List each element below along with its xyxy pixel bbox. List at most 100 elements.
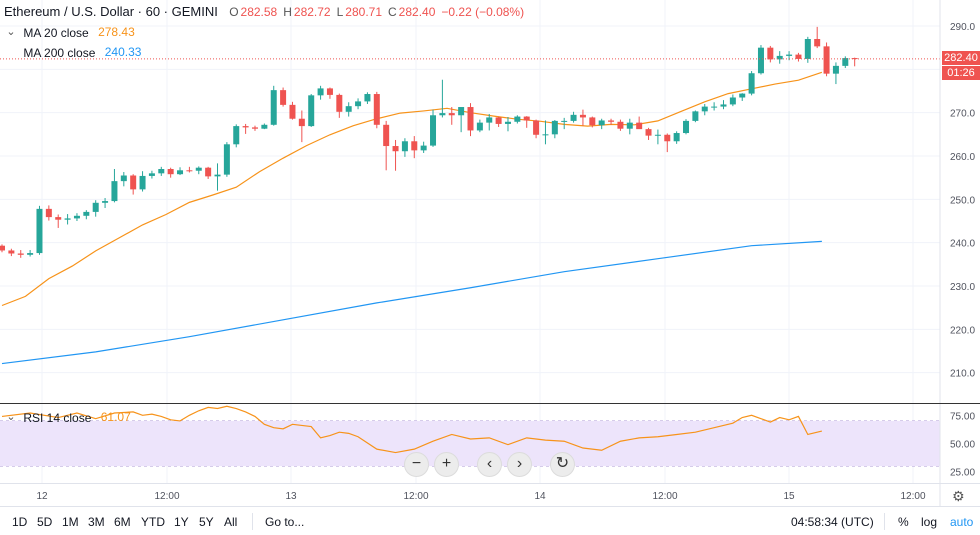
zoom-out-button[interactable]: − <box>404 452 429 477</box>
countdown-tag: 01:26 <box>942 65 980 80</box>
candle-body <box>495 117 502 124</box>
candle-body <box>514 116 521 122</box>
candle-body <box>130 175 137 190</box>
candle-body <box>392 146 399 152</box>
candle <box>205 166 212 179</box>
candle <box>289 101 296 120</box>
candle <box>55 214 62 228</box>
candle-body <box>36 208 43 254</box>
scroll-left-button[interactable]: ‹ <box>477 452 502 477</box>
ma20-label[interactable]: MA 20 close <box>23 25 89 40</box>
candle <box>692 110 699 123</box>
range-6m[interactable]: 6M <box>114 515 131 529</box>
candle <box>851 57 858 67</box>
candle <box>158 166 165 176</box>
candle-body <box>401 141 408 152</box>
ma200-value: 240.33 <box>104 45 142 59</box>
candle <box>533 119 540 139</box>
rsi-label[interactable]: RSI 14 close <box>23 410 92 425</box>
candle <box>683 119 690 135</box>
candle-body <box>364 94 371 102</box>
candle <box>767 45 774 63</box>
rsi-value: 61.07 <box>100 410 131 424</box>
ohlc-item: L 280.71 <box>337 5 384 19</box>
candle-body <box>289 104 296 119</box>
candle-body <box>8 250 15 254</box>
chevron-down-icon[interactable]: ⌄ <box>6 410 16 423</box>
candle-body <box>298 118 305 127</box>
divider <box>884 513 885 530</box>
zoom-in-button[interactable]: + <box>434 452 459 477</box>
reset-chart-button[interactable]: ↻ <box>550 452 575 477</box>
candle-body <box>195 167 202 171</box>
candle <box>130 174 137 195</box>
candle <box>729 94 736 107</box>
candle-body <box>832 65 839 74</box>
candle <box>814 26 821 49</box>
candle <box>476 119 483 133</box>
candle-body <box>251 127 258 129</box>
candle-body <box>355 101 362 107</box>
candle <box>439 79 446 118</box>
candle <box>458 107 465 133</box>
candle-body <box>636 122 643 130</box>
range-ytd[interactable]: YTD <box>141 515 165 529</box>
ma200-path <box>1 240 822 365</box>
candle <box>832 62 839 85</box>
ohlc-key: H <box>283 5 292 19</box>
candle-body <box>270 90 277 125</box>
chevron-down-icon[interactable]: ⌄ <box>6 25 16 38</box>
candle <box>242 123 249 134</box>
candle <box>570 111 577 123</box>
range-1y[interactable]: 1Y <box>174 515 189 529</box>
candle <box>467 103 474 137</box>
candle <box>579 109 586 126</box>
range-all[interactable]: All <box>224 515 238 529</box>
candle <box>551 120 558 139</box>
candle <box>298 110 305 143</box>
range-5y[interactable]: 5Y <box>199 515 214 529</box>
range-1d[interactable]: 1D <box>12 515 28 529</box>
y-tick-label: 210.0 <box>950 369 975 380</box>
symbol-row: Ethereum / U.S. Dollar · 60 · GEMINI O 28… <box>0 4 528 19</box>
candle-body <box>17 253 24 255</box>
symbol-title[interactable]: Ethereum / U.S. Dollar · 60 · GEMINI <box>4 4 218 19</box>
gear-icon[interactable]: ⚙ <box>952 488 965 504</box>
ma200-label[interactable]: MA 200 close <box>23 45 96 60</box>
candle-body <box>411 141 418 151</box>
utc-clock[interactable]: 04:58:34 (UTC) <box>791 515 874 529</box>
ma200-line <box>1 240 822 365</box>
log-toggle[interactable]: log <box>921 515 938 529</box>
candle <box>776 51 783 64</box>
range-3m[interactable]: 3M <box>88 515 105 529</box>
ohlc-value: 282.72 <box>293 5 331 19</box>
x-tick-label: 15 <box>783 491 795 502</box>
candle-body <box>55 217 62 220</box>
candle-body <box>64 218 71 220</box>
goto-button[interactable]: Go to... <box>265 515 305 529</box>
range-5d[interactable]: 5D <box>37 515 53 529</box>
x-tick-label: 12:00 <box>403 491 428 502</box>
y-tick-label: 230.0 <box>950 282 975 293</box>
candle <box>673 131 680 144</box>
candle-body <box>504 121 511 124</box>
auto-toggle[interactable]: auto <box>950 515 974 529</box>
candle-body <box>720 104 727 107</box>
range-1m[interactable]: 1M <box>62 515 79 529</box>
candle <box>523 116 530 128</box>
candle-body <box>223 144 230 175</box>
ma200-legend: ⌄ MA 200 close 240.33 <box>0 45 141 60</box>
candle-body <box>467 107 474 131</box>
ohlc-item: O 282.58 <box>229 5 279 19</box>
candle-body <box>205 167 212 177</box>
candle-body <box>158 169 165 174</box>
candle <box>701 104 708 116</box>
candle <box>720 100 727 110</box>
candle-body <box>326 88 333 95</box>
percent-toggle[interactable]: % <box>898 515 909 529</box>
rsi-tick-label: 25.00 <box>950 468 975 479</box>
candle-body <box>701 106 708 112</box>
candle-body <box>476 122 483 131</box>
scroll-right-button[interactable]: › <box>507 452 532 477</box>
